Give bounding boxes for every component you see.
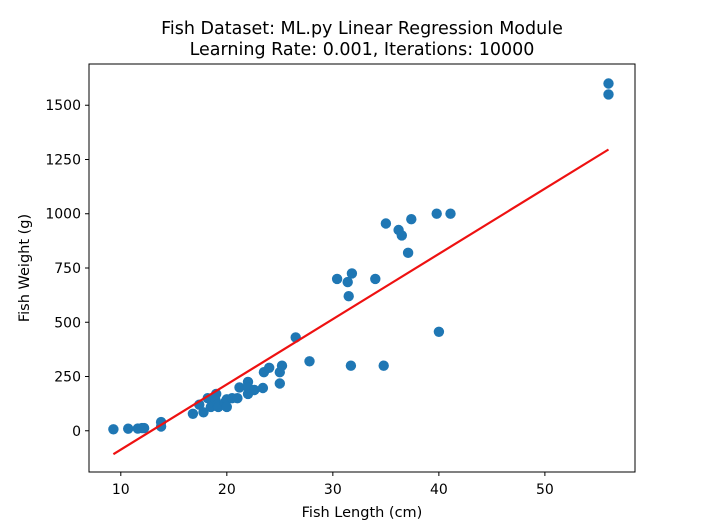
data-point: [445, 208, 456, 219]
data-point: [433, 326, 445, 337]
y-tick-label: 750: [54, 261, 81, 277]
x-tick-label: 50: [536, 482, 554, 498]
data-point: [187, 408, 199, 419]
data-point: [257, 382, 269, 394]
data-point: [304, 356, 315, 367]
data-point: [198, 407, 209, 418]
plot-area: [108, 78, 614, 456]
data-point: [396, 230, 407, 241]
data-point: [108, 424, 119, 435]
data-point: [603, 89, 614, 100]
data-point: [378, 360, 389, 371]
y-axis-ticks: 0 250 500 750 1000 1250 1500: [45, 98, 89, 440]
data-point: [138, 422, 150, 434]
data-point: [232, 393, 243, 404]
chart-title: Fish Dataset: ML.py Linear Regression Mo…: [161, 19, 563, 39]
data-point: [406, 214, 417, 225]
x-tick-label: 20: [218, 482, 236, 498]
data-point: [343, 291, 354, 302]
data-point: [346, 268, 358, 279]
x-tick-label: 10: [112, 482, 130, 498]
y-tick-label: 1500: [45, 98, 81, 114]
x-axis-label: Fish Length (cm): [302, 505, 423, 521]
regression-line: [112, 148, 610, 456]
y-tick-label: 1250: [45, 152, 81, 168]
data-point: [370, 273, 381, 285]
data-point: [603, 78, 614, 89]
x-axis-ticks: 10 20 30 40 50: [112, 472, 554, 498]
data-point: [234, 382, 245, 393]
y-tick-label: 0: [72, 424, 81, 440]
data-point: [342, 276, 353, 288]
data-point: [331, 273, 343, 285]
scatter-series: [108, 78, 614, 435]
axes: 10 20 30 40 50 0 250 500 750 1000 1250 1500: [45, 63, 636, 498]
x-tick-label: 40: [430, 482, 448, 498]
y-tick-label: 250: [54, 370, 81, 386]
x-tick-label: 30: [324, 482, 342, 498]
data-point: [402, 247, 414, 258]
regression-line-series: [112, 148, 610, 456]
data-point: [345, 360, 357, 371]
data-point: [221, 401, 232, 413]
y-tick-label: 1000: [45, 207, 81, 223]
data-point: [264, 362, 275, 373]
data-point: [380, 218, 392, 229]
data-point: [276, 360, 288, 371]
y-tick-label: 500: [54, 315, 81, 331]
data-point: [249, 384, 260, 396]
data-point: [274, 378, 285, 389]
plot-frame: [88, 63, 636, 473]
y-axis-label: Fish Weight (g): [17, 214, 33, 322]
data-point: [123, 423, 134, 434]
data-point: [155, 416, 167, 428]
data-point: [431, 208, 442, 219]
chart-subtitle: Learning Rate: 0.001, Iterations: 10000: [190, 40, 535, 60]
